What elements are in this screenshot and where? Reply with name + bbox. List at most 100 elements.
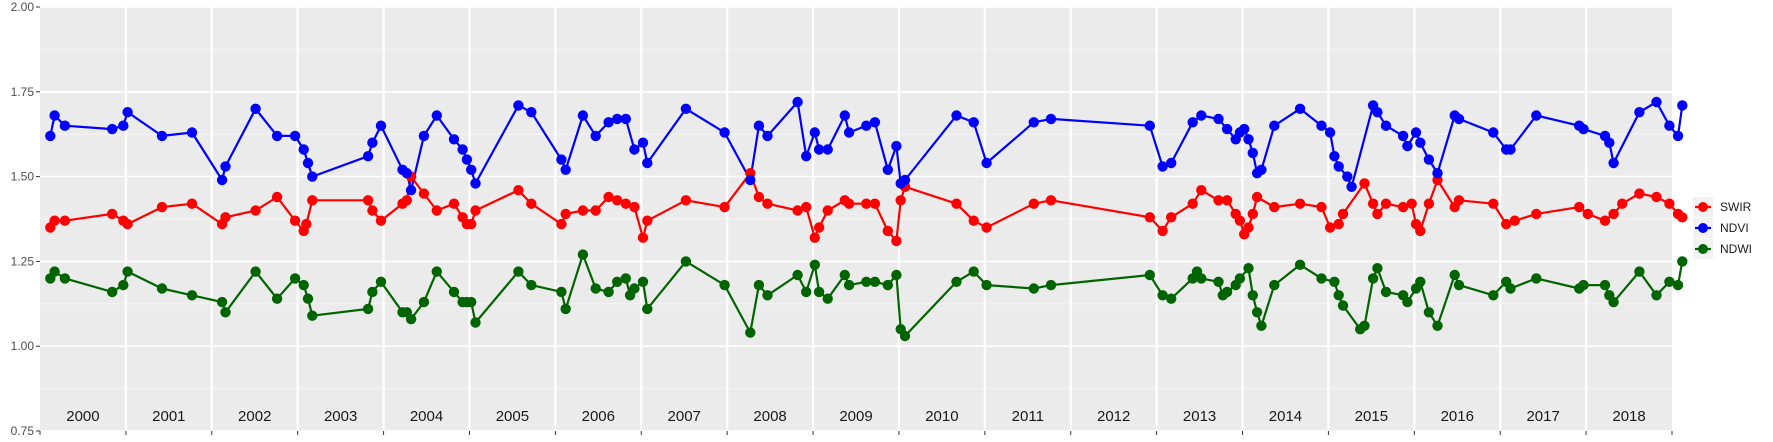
swir-data-point [1397, 201, 1409, 213]
ndwi-data-point [1337, 300, 1349, 311]
ndwi-data-point [861, 276, 872, 287]
ndvi-data-point [792, 96, 803, 108]
ndwi-data-point [1651, 290, 1662, 301]
ndwi-data-point [1144, 269, 1156, 281]
ndvi-data-point [1410, 127, 1422, 138]
swir-data-point [122, 218, 133, 230]
swir-data-point [1196, 185, 1207, 196]
ndwi-data-point [156, 283, 168, 294]
ndwi-data-point [882, 279, 893, 291]
ndwi-data-point [801, 286, 812, 298]
ndwi-data-point [220, 307, 231, 318]
swir-data-point [590, 205, 601, 216]
ndwi-data-point [1578, 279, 1589, 291]
ndvi-data-point [1157, 161, 1168, 172]
ndvi-data-point [367, 137, 378, 148]
ndvi-data-point [1634, 107, 1645, 118]
year-label: 2000 [66, 408, 99, 425]
ndwi-data-point [620, 273, 631, 284]
ndwi-data-point [951, 276, 962, 287]
ndwi-data-point [526, 279, 537, 291]
ndwi-data-point [1634, 266, 1645, 277]
ndvi-data-point [1608, 157, 1619, 169]
ndwi-data-point [1234, 273, 1246, 284]
swir-data-point [301, 218, 312, 230]
ndvi-data-point [1213, 113, 1224, 125]
y-axis: 0.75 1.00 1.25 1.50 1.75 2.00 [11, 0, 40, 438]
legend-key-swir [1698, 202, 1708, 212]
swir-data-point [1677, 212, 1688, 223]
ndvi-data-point [457, 144, 468, 155]
ndvi-data-point [612, 113, 623, 125]
ndvi-data-point [762, 130, 773, 142]
swir-data-point [680, 195, 692, 206]
swir-data-point [1337, 208, 1349, 220]
swir-data-point [809, 232, 820, 243]
ndvi-data-point [362, 151, 374, 162]
swir-data-point [1423, 198, 1435, 209]
ndwi-data-point [1256, 320, 1267, 331]
ndvi-data-point [629, 144, 640, 155]
swir-data-point [620, 198, 631, 209]
ndwi-data-point [1294, 259, 1306, 270]
ndvi-data-point [59, 120, 71, 131]
year-label: 2009 [839, 408, 872, 425]
ndwi-data-point [753, 279, 765, 291]
ndwi-data-point [1367, 273, 1379, 284]
ndvi-data-point [107, 123, 118, 135]
swir-data-point [1251, 191, 1263, 203]
legend-label-ndvi: NDVI [1720, 221, 1749, 235]
ndvi-data-point [1329, 151, 1340, 162]
legend-label-ndwi: NDWI [1720, 242, 1752, 256]
ndvi-data-point [809, 127, 820, 138]
ndvi-data-point [590, 130, 601, 142]
ndvi-data-point [1488, 127, 1499, 138]
ndvi-data-point [1372, 107, 1383, 118]
ndwi-data-point [122, 266, 133, 277]
ndvi-data-point [1294, 103, 1306, 115]
ndvi-data-point [375, 120, 387, 131]
ndvi-data-point [861, 120, 872, 131]
swir-data-point [1187, 198, 1198, 209]
year-label: 2018 [1612, 408, 1645, 425]
swir-data-point [1028, 198, 1040, 209]
ndwi-data-point [843, 279, 855, 291]
ndwi-data-point [362, 303, 374, 315]
ndvi-data-point [526, 107, 537, 118]
year-label: 2010 [925, 408, 958, 425]
ndwi-data-point [603, 286, 614, 298]
ndvi-data-point [882, 164, 893, 175]
swir-data-point [466, 218, 477, 230]
year-label: 2008 [753, 408, 786, 425]
swir-data-point [186, 198, 198, 209]
swir-data-point [861, 198, 872, 209]
ndvi-data-point [1269, 120, 1280, 131]
swir-data-point [792, 205, 803, 216]
ndvi-data-point [1453, 113, 1465, 125]
ndvi-data-point [513, 100, 524, 111]
ndvi-data-point [822, 144, 833, 155]
swir-data-point [1045, 195, 1057, 206]
ndwi-data-point [1213, 276, 1224, 287]
year-label: 2013 [1183, 408, 1216, 425]
ndwi-data-point [590, 283, 601, 294]
swir-data-point [968, 215, 979, 226]
ndwi-data-point [405, 313, 417, 325]
swir-data-point [801, 201, 812, 213]
ndvi-data-point [302, 157, 314, 169]
ndvi-data-point [470, 178, 481, 189]
ndwi-data-point [1372, 263, 1383, 274]
swir-data-point [156, 201, 168, 213]
ndvi-data-point [1423, 154, 1435, 165]
ndwi-data-point [762, 290, 773, 301]
ndwi-data-point [375, 276, 387, 287]
ndvi-data-point [1166, 157, 1177, 169]
ndvi-data-point [1045, 113, 1057, 125]
legend: SWIR NDVI NDWI [1693, 197, 1752, 259]
y-tick-label: 1.00 [11, 339, 35, 353]
ndvi-data-point [1432, 168, 1443, 179]
swir-data-point [307, 195, 318, 206]
ndvi-data-point [156, 130, 168, 142]
swir-data-point [1531, 208, 1542, 220]
ndwi-data-point [466, 296, 477, 308]
